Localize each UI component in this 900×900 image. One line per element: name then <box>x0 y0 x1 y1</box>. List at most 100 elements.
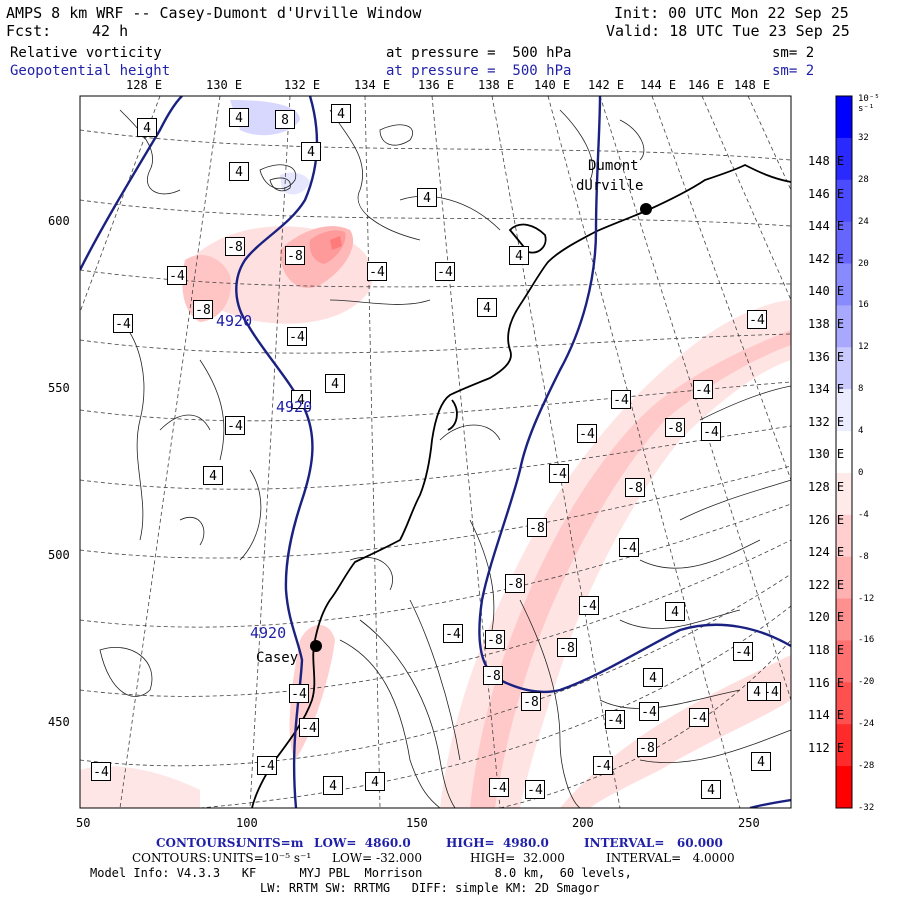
lon-label: 138 E <box>478 78 515 92</box>
vorticity-contour-label: -4 <box>549 464 569 483</box>
colorbar-tick-label: -28 <box>858 761 875 772</box>
footer-c1-label: CONTOURS: <box>156 836 240 850</box>
vorticity-contour-label: -8 <box>225 237 245 256</box>
colorbar-tick-label: 4 <box>858 426 864 437</box>
vorticity-contour-label: -4 <box>289 684 309 703</box>
vorticity-contour-label: -4 <box>443 624 463 643</box>
vorticity-contour-label: 4 <box>701 780 721 799</box>
vorticity-contour-label: -4 <box>225 416 245 435</box>
lon-label: 134 E <box>354 78 391 92</box>
colorbar-swatch <box>836 682 852 725</box>
footer-c2-interval: INTERVAL= 4.0000 <box>606 851 735 865</box>
lon-label: 126 E <box>808 512 845 527</box>
colorbar-tick-label: 16 <box>858 300 869 311</box>
vorticity-contour-label: -4 <box>639 702 659 721</box>
vorticity-contour-label: -8 <box>665 418 685 437</box>
chart-title: AMPS 8 km WRF -- Casey-Dumont d'Urville … <box>6 4 422 22</box>
vorticity-contour-label: -8 <box>483 666 503 685</box>
colorbar-tick-label: 20 <box>858 258 869 269</box>
height-label: 4920 <box>250 624 287 642</box>
x-tick-label: 50 <box>76 816 91 830</box>
vorticity-contour-label: 4 <box>643 668 663 687</box>
colorbar-swatch <box>836 598 852 641</box>
colorbar-unit: 10⁻⁵ s⁻¹ <box>858 94 880 114</box>
footer-c2-high: HIGH= 32.000 <box>470 851 565 865</box>
colorbar-swatch <box>836 724 852 767</box>
vorticity-contour-label: -4 <box>367 262 387 281</box>
casey-label: Casey <box>256 650 299 666</box>
lon-label: 122 E <box>808 577 845 592</box>
colorbar-tick-label: -24 <box>858 719 875 730</box>
plot-frame <box>79 95 792 809</box>
vorticity-contour-label: -8 <box>521 692 541 711</box>
vorticity-contour-label: 4 <box>229 108 249 127</box>
vorticity-contour-label: -4 <box>91 762 111 781</box>
field-vorticity: Relative vorticity <box>10 45 162 61</box>
footer-c2-low: LOW= -32.000 <box>332 851 423 865</box>
colorbar-swatch <box>836 179 852 223</box>
vorticity-contour-label: -4 <box>701 422 721 441</box>
lon-label: 138 E <box>808 317 845 331</box>
colorbar-tick-label: 12 <box>858 342 869 353</box>
colorbar-tick-label: 0 <box>858 467 864 478</box>
valid-time: Valid: 18 UTC Tue 23 Sep 25 <box>606 22 850 40</box>
colorbar-swatch <box>836 766 852 809</box>
pressure-vorticity: at pressure = 500 hPa <box>386 45 572 61</box>
y-tick-label: 500 <box>48 548 70 562</box>
vorticity-contour-label: -8 <box>505 574 525 593</box>
vorticity-contour-label: -8 <box>193 300 213 319</box>
colorbar-tick-label: 28 <box>858 174 869 185</box>
footer-c1-interval: INTERVAL= 60.000 <box>584 836 723 850</box>
lon-label: 142 E <box>808 251 845 266</box>
vorticity-contour-label: -4 <box>577 424 597 443</box>
lon-label: 146 E <box>688 78 725 92</box>
vorticity-contour-label: 4 <box>365 772 385 791</box>
colorbar-swatch <box>836 514 852 558</box>
height-contours <box>80 96 791 808</box>
lon-label: 120 E <box>808 610 845 625</box>
colorbar-swatch <box>836 389 852 432</box>
colorbar-tick-label: 24 <box>858 216 869 227</box>
forecast-label: Fcst: <box>6 22 52 40</box>
colorbar <box>835 95 853 809</box>
footer-c1-high: HIGH= 4980.0 <box>446 836 549 850</box>
field-height: Geopotential height <box>10 63 171 79</box>
vorticity-contour-label: -8 <box>527 518 547 537</box>
lon-label: 134 E <box>808 382 845 397</box>
pressure-height: at pressure = 500 hPa <box>386 63 572 79</box>
lon-label: 130 E <box>206 78 243 92</box>
vorticity-contour-label: 4 <box>477 298 497 317</box>
dumont-station-marker <box>640 203 652 215</box>
lon-label: 136 E <box>418 78 455 92</box>
vorticity-contour-label: -4 <box>619 538 639 557</box>
height-label: 4920 <box>216 312 253 330</box>
footer-c2-label: CONTOURS: <box>132 851 211 865</box>
vorticity-contour-label: -8 <box>625 478 645 497</box>
x-tick-label: 100 <box>236 816 258 830</box>
vorticity-contour-label: -4 <box>611 390 631 409</box>
colorbar-frame <box>835 95 853 809</box>
vorticity-contour-label: 4 <box>417 188 437 207</box>
vorticity-contour-label: -4 <box>605 710 625 729</box>
vorticity-contour-label: 4 <box>323 776 343 795</box>
colorbar-tick-label: -20 <box>858 677 875 688</box>
vorticity-contour-label: -4 <box>593 756 613 775</box>
vorticity-contour-label: -4 <box>733 642 753 661</box>
smoothing-vorticity: sm= 2 <box>772 45 815 61</box>
vorticity-contour-label: -4 <box>257 756 277 775</box>
casey-station-marker <box>310 640 322 652</box>
vorticity-contour-label: -4 <box>287 327 307 346</box>
vorticity-contour-label: -4 <box>689 708 709 727</box>
lon-label: 116 E <box>808 675 845 690</box>
lon-label: 144 E <box>640 78 677 92</box>
forecast-hour: 42 h <box>92 22 129 40</box>
y-tick-label: 600 <box>48 214 70 228</box>
vorticity-contour-label: -4 <box>525 780 545 799</box>
colorbar-swatch <box>836 305 852 348</box>
lon-label: 112 E <box>808 740 845 755</box>
x-tick-label: 200 <box>572 816 594 830</box>
lon-label: 142 E <box>588 78 625 92</box>
x-tick-label: 250 <box>738 816 760 830</box>
vorticity-contour-label: -4 <box>489 778 509 797</box>
vorticity-contour-label: 4 <box>747 682 767 701</box>
